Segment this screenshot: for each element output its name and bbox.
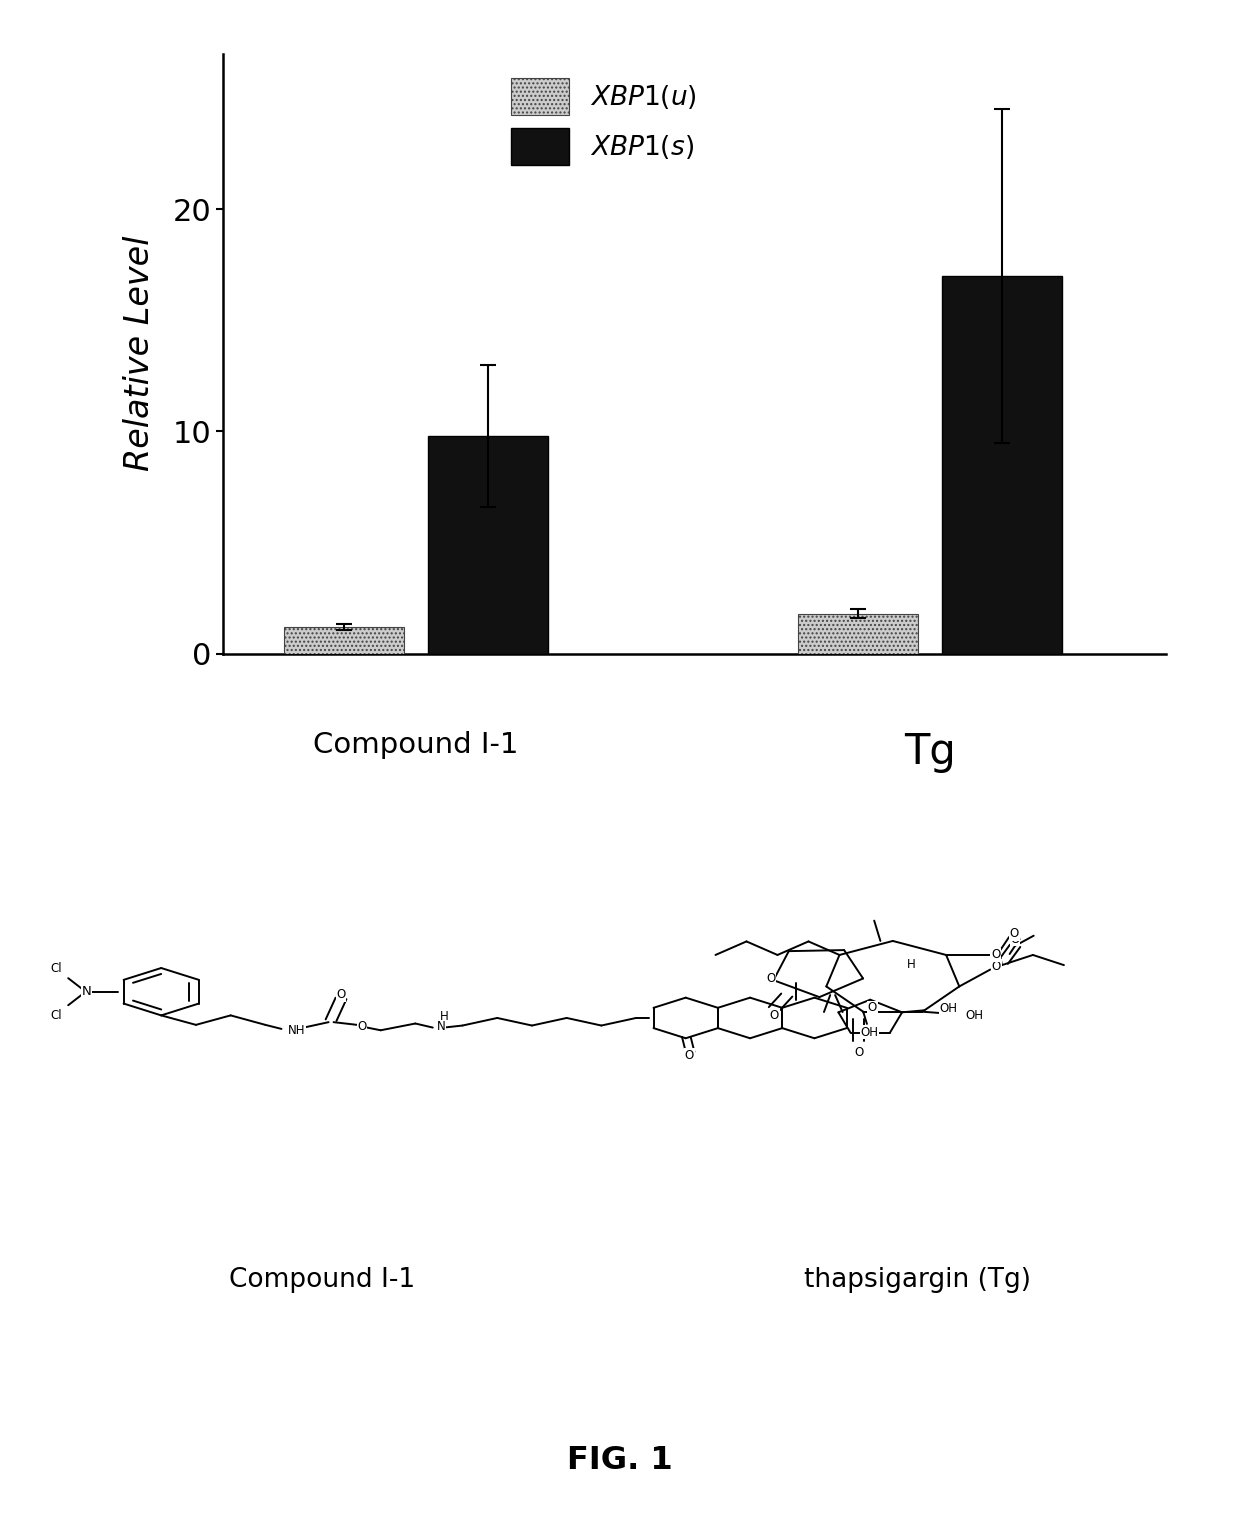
Y-axis label: Relative Level: Relative Level — [123, 235, 156, 472]
Text: O: O — [770, 1009, 779, 1021]
Text: FIG. 1: FIG. 1 — [567, 1444, 673, 1476]
Text: O: O — [854, 1046, 863, 1060]
Text: Tg: Tg — [904, 732, 956, 774]
Text: OH: OH — [861, 1026, 878, 1038]
Text: O: O — [1009, 927, 1019, 940]
Bar — [284, 628, 404, 654]
Text: OH: OH — [939, 1003, 957, 1015]
Legend: $\it{XBP1(u)}$, $\it{XBP1(s)}$: $\it{XBP1(u)}$, $\it{XBP1(s)}$ — [500, 68, 708, 175]
Text: O: O — [336, 987, 346, 1001]
Text: O: O — [868, 1001, 877, 1015]
Text: OH: OH — [966, 1009, 983, 1021]
Text: H: H — [906, 958, 916, 970]
Bar — [799, 614, 918, 654]
Text: O: O — [1011, 932, 1019, 946]
Text: N: N — [436, 1020, 446, 1034]
Text: H: H — [439, 1010, 449, 1023]
Text: NH: NH — [288, 1024, 305, 1037]
Text: O: O — [992, 960, 1001, 972]
Text: thapsigargin (Tg): thapsigargin (Tg) — [804, 1267, 1032, 1292]
Text: Cl: Cl — [50, 961, 62, 975]
Text: O: O — [991, 949, 1001, 961]
Text: Compound I-1: Compound I-1 — [314, 732, 518, 760]
Text: N: N — [82, 986, 92, 998]
Text: O: O — [684, 1049, 694, 1061]
Bar — [428, 435, 548, 654]
Text: Cl: Cl — [50, 1009, 62, 1021]
Text: O: O — [357, 1020, 367, 1034]
Text: O: O — [766, 972, 775, 984]
Text: Compound I-1: Compound I-1 — [229, 1267, 415, 1292]
Bar — [942, 275, 1061, 654]
